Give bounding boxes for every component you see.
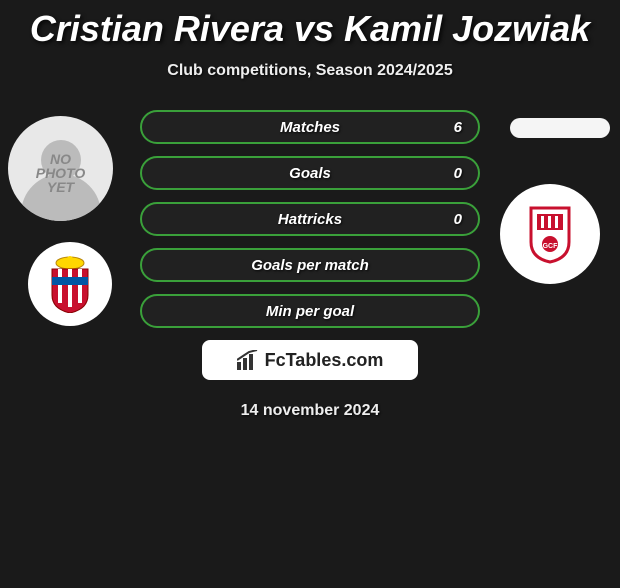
sporting-crest-icon bbox=[46, 255, 94, 313]
page-title: Cristian Rivera vs Kamil Jozwiak bbox=[0, 8, 620, 50]
watermark-badge: FcTables.com bbox=[202, 340, 418, 380]
subtitle: Club competitions, Season 2024/2025 bbox=[0, 62, 620, 80]
stat-row: Goals per match bbox=[140, 248, 480, 282]
player-left-club-badge bbox=[28, 242, 112, 326]
stat-row: Min per goal bbox=[140, 294, 480, 328]
stat-label: Matches bbox=[280, 119, 340, 136]
stat-row: Goals 0 bbox=[140, 156, 480, 190]
svg-text:GCF: GCF bbox=[543, 243, 559, 250]
stat-row: Hattricks 0 bbox=[140, 202, 480, 236]
stat-right-value: 0 bbox=[454, 211, 462, 228]
stat-row: Matches 6 bbox=[140, 110, 480, 144]
player-right-pill bbox=[510, 118, 610, 138]
comparison-area: NOPHOTOYET GCF Matches6Goals0Hattricks0G… bbox=[0, 110, 620, 420]
player-left-avatar: NOPHOTOYET bbox=[8, 116, 113, 221]
watermark-text: FcTables.com bbox=[265, 350, 384, 371]
stat-right-value: 6 bbox=[454, 119, 462, 136]
stat-label: Min per goal bbox=[266, 303, 354, 320]
stats-list: Matches 6 Goals 0 Hattricks 0 Goals per match M… bbox=[140, 110, 480, 328]
player-right-club-badge: GCF bbox=[500, 184, 600, 284]
date-label: 14 november 2024 bbox=[0, 402, 620, 420]
stat-right-value: 0 bbox=[454, 165, 462, 182]
chart-icon bbox=[237, 350, 259, 370]
no-photo-label: NOPHOTOYET bbox=[36, 152, 86, 194]
granada-crest-icon: GCF bbox=[527, 204, 573, 264]
stat-label: Goals bbox=[289, 165, 331, 182]
stat-label: Hattricks bbox=[278, 211, 342, 228]
stat-label: Goals per match bbox=[251, 257, 369, 274]
